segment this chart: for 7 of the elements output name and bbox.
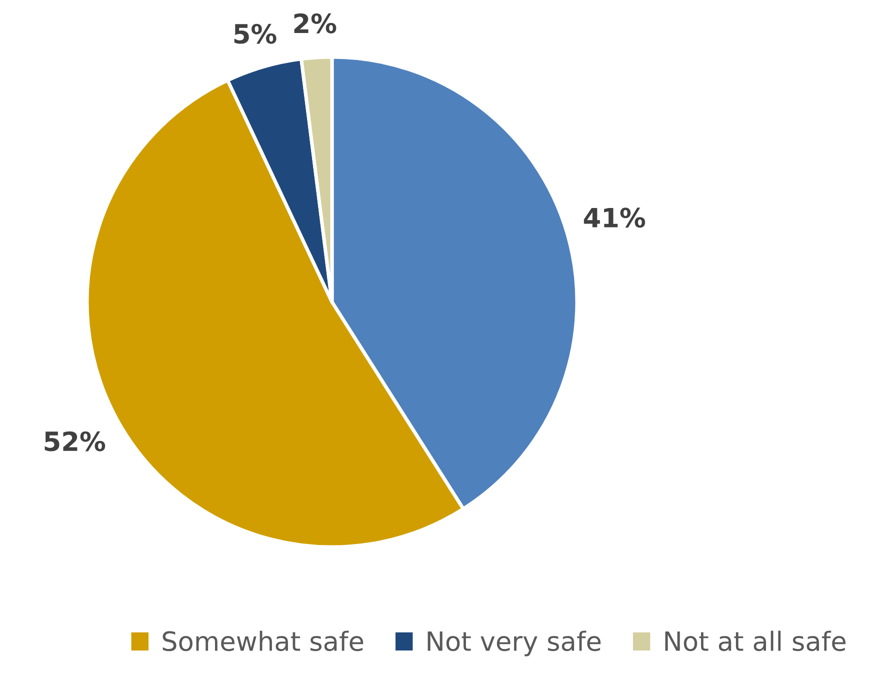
legend-label: Not very safe [428,630,601,656]
legend-label: Somewhat safe [162,630,364,652]
data-label: 52% [44,431,106,452]
data-label: 41% [584,208,646,228]
legend-label: Not at all safe [665,630,846,652]
data-label: 2% [294,13,336,34]
data-label: 5% [234,24,276,44]
